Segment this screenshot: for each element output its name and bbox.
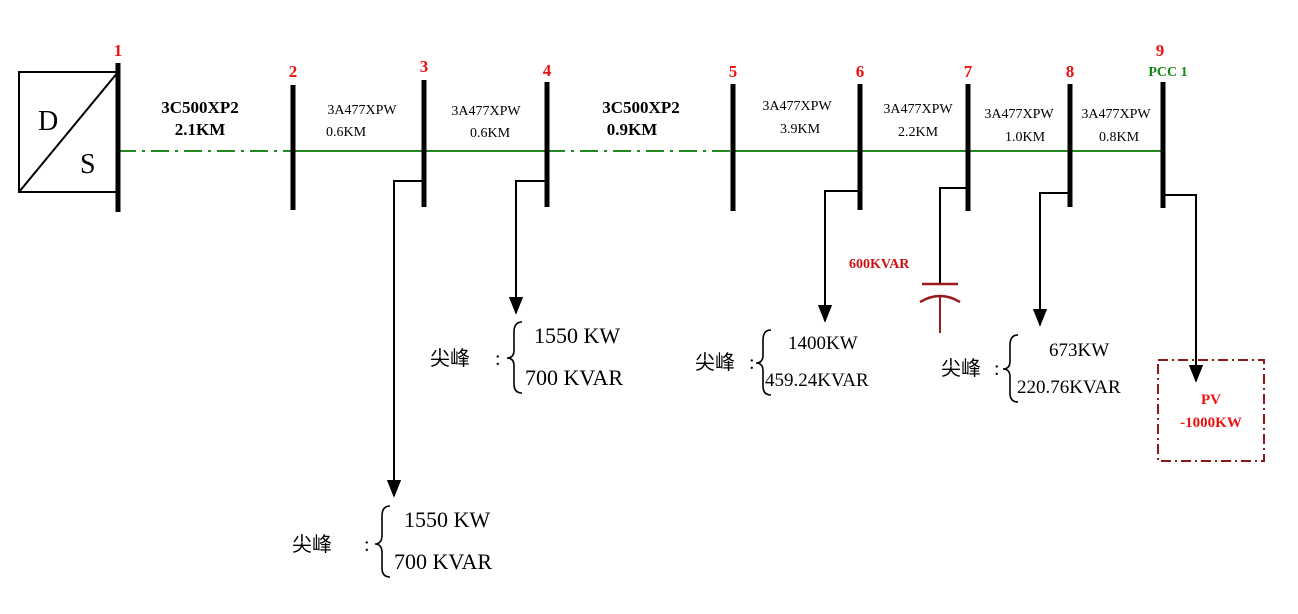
load-8-brace [1002, 334, 1019, 403]
segment-4-5-length: 0.9KM [607, 120, 658, 139]
segment-6-7-length: 2.2KM [898, 125, 939, 140]
load-8-active-power: 673KW [1049, 340, 1109, 361]
capacitor-lead-bus-7 [939, 187, 968, 284]
segment-1-2-length: 2.1KM [175, 120, 226, 139]
load-3-prefix: 尖峰 [292, 532, 332, 556]
bus-number-5: 5 [729, 62, 738, 81]
load-6-separator: : [749, 352, 755, 374]
bus-number-8: 8 [1066, 62, 1075, 81]
pv-arrow-bus-9 [1163, 194, 1204, 383]
source-letter-bottom: S [80, 149, 96, 180]
bus-number-4: 4 [543, 61, 552, 80]
bus-number-1: 1 [114, 41, 123, 60]
load-4-reactive-power: 700 KVAR [525, 365, 623, 390]
segment-2-3-conductor: 3A477XPW [327, 103, 397, 118]
bus-number-7: 7 [964, 62, 973, 81]
load-6-prefix: 尖峰 [695, 350, 735, 374]
bus-number-6: 6 [856, 62, 865, 81]
segment-8-9-conductor: 3A477XPW [1081, 107, 1151, 122]
source-block: D S [18, 71, 119, 193]
segment-7-8-conductor: 3A477XPW [984, 107, 1054, 122]
load-arrow-bus-6 [817, 190, 860, 323]
load-8-separator: : [994, 358, 1000, 380]
load-arrow-bus-8 [1032, 192, 1070, 327]
load-3-brace [374, 505, 391, 578]
bus-number-2: 2 [289, 62, 298, 81]
segment-7-8-length: 1.0KM [1005, 130, 1046, 145]
source-diagonal [18, 71, 119, 193]
load-4-brace [506, 321, 523, 394]
load-6-brace [755, 329, 772, 396]
pv-power: -1000KW [1180, 415, 1242, 431]
segment-1-2-conductor: 3C500XP2 [161, 98, 238, 117]
load-3-separator: : [364, 534, 370, 556]
load-arrow-bus-4 [508, 180, 547, 315]
source-letter-top: D [38, 106, 58, 137]
segment-4-5-conductor: 3C500XP2 [602, 98, 679, 117]
segment-3-4-length: 0.6KM [470, 126, 511, 141]
segment-3-4-conductor: 3A477XPW [451, 104, 521, 119]
load-4-separator: : [495, 348, 501, 370]
pv-name: PV [1201, 392, 1221, 408]
load-3-active-power: 1550 KW [404, 507, 490, 532]
load-6-reactive-power: 459.24KVAR [765, 370, 869, 391]
load-arrow-bus-3 [386, 180, 424, 498]
pv-box [1157, 359, 1265, 462]
bus-number-9: 9 [1156, 41, 1165, 60]
load-8-reactive-power: 220.76KVAR [1017, 377, 1121, 398]
segment-6-7-conductor: 3A477XPW [883, 102, 953, 117]
capacitor-rating: 600KVAR [849, 257, 910, 272]
bus-number-3: 3 [420, 57, 429, 76]
pcc-label: PCC 1 [1148, 65, 1187, 80]
segment-5-6-length: 3.9KM [780, 122, 821, 137]
load-4-prefix: 尖峰 [430, 346, 470, 370]
load-8-prefix: 尖峰 [941, 356, 981, 380]
load-3-reactive-power: 700 KVAR [394, 549, 492, 574]
load-6-active-power: 1400KW [788, 333, 858, 354]
segment-2-3-length: 0.6KM [326, 125, 367, 140]
segment-8-9-length: 0.8KM [1099, 130, 1140, 145]
load-4-active-power: 1550 KW [534, 323, 620, 348]
segment-5-6-conductor: 3A477XPW [762, 99, 832, 114]
